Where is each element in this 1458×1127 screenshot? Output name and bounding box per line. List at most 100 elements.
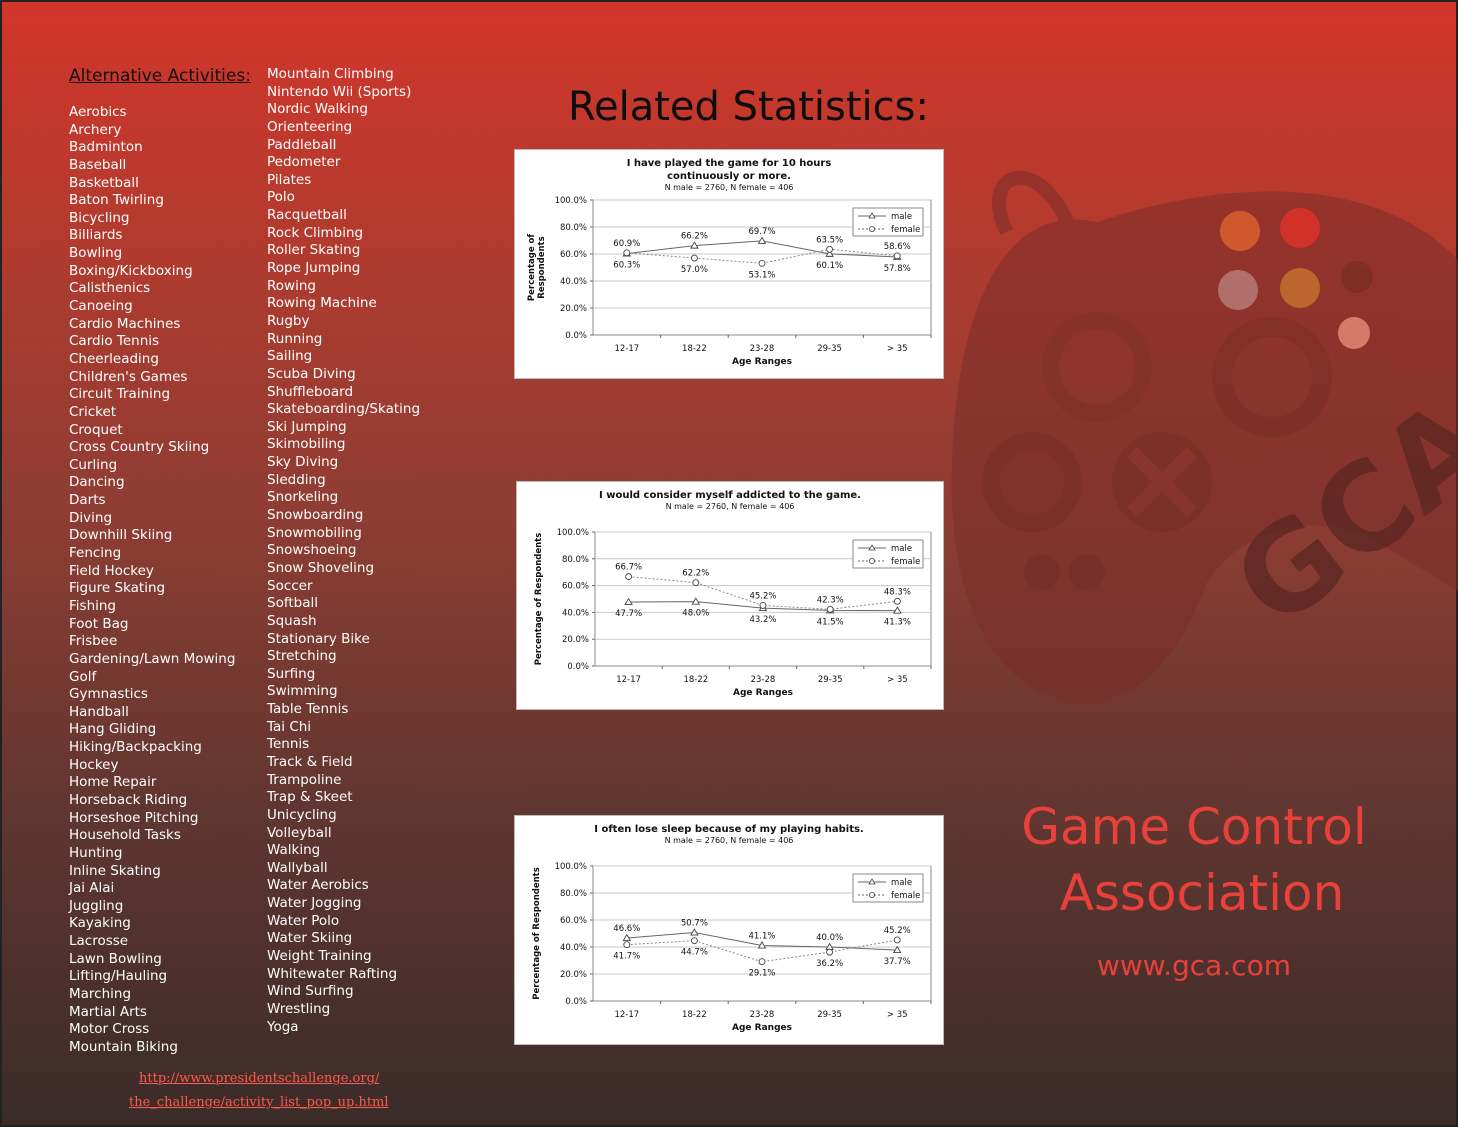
activity-item: Skimobiling bbox=[267, 436, 346, 453]
series-line-female bbox=[626, 939, 898, 963]
activity-item: Darts bbox=[69, 492, 106, 509]
y-tick-label: 100.0% bbox=[555, 196, 587, 206]
data-point-male bbox=[893, 606, 902, 614]
activity-item: Juggling bbox=[69, 897, 124, 914]
activity-item: Trap & Skeet bbox=[267, 789, 353, 806]
activity-item: Foot Bag bbox=[69, 615, 129, 632]
data-point-female bbox=[758, 958, 766, 966]
activity-item: Fencing bbox=[69, 545, 122, 562]
data-point-female bbox=[623, 941, 631, 949]
activities-column-2: Mountain Climbing Nintendo Wii (Sports) No… bbox=[267, 66, 420, 1036]
y-tick-label: 100.0% bbox=[555, 862, 587, 872]
org-name-line-1: Game Control bbox=[1021, 798, 1367, 856]
chart-subtitle: N male = 2760, N female = 406 bbox=[665, 836, 794, 845]
data-point-male bbox=[690, 241, 699, 249]
activity-item: Pedometer bbox=[267, 154, 341, 171]
legend-label-male: male bbox=[891, 212, 912, 222]
activity-item: Boxing/Kickboxing bbox=[69, 262, 193, 279]
activity-item: Yoga bbox=[267, 1018, 299, 1035]
data-label-female: 36.2% bbox=[816, 959, 843, 969]
data-label-female: 58.6% bbox=[884, 242, 911, 252]
chart-title: continuously or more. bbox=[667, 171, 791, 182]
activity-item: Aerobics bbox=[69, 104, 127, 120]
stats-heading: Related Statistics: bbox=[568, 84, 929, 130]
chart-title: I often lose sleep because of my playing… bbox=[594, 824, 863, 835]
data-label-male: 43.2% bbox=[749, 615, 776, 625]
activity-item: Frisbee bbox=[69, 633, 118, 650]
activity-item: Circuit Training bbox=[69, 386, 171, 403]
activity-item: Lacrosse bbox=[69, 933, 129, 950]
activity-item: Snowshoeing bbox=[267, 542, 357, 559]
data-point-female bbox=[893, 936, 901, 944]
data-point-female bbox=[690, 254, 698, 262]
data-label-female: 45.2% bbox=[749, 591, 776, 601]
legend-marker-male bbox=[868, 878, 876, 885]
legend-label-female: female bbox=[891, 225, 920, 235]
legend-marker-female bbox=[868, 892, 875, 899]
activity-item: Croquet bbox=[69, 421, 123, 438]
legend-marker-female bbox=[868, 226, 875, 233]
data-point-female bbox=[826, 605, 834, 613]
activity-item: Rowing bbox=[267, 277, 316, 294]
activity-item: Home Repair bbox=[69, 774, 157, 791]
data-label-female: 66.7% bbox=[615, 563, 642, 573]
org-website[interactable]: www.gca.com bbox=[1096, 949, 1292, 982]
activity-item: Bowling bbox=[69, 245, 123, 262]
legend-box bbox=[852, 873, 924, 903]
activity-item: Sky Diving bbox=[267, 454, 339, 471]
source-link-line-1[interactable]: http://www.presidentschallenge.org/ bbox=[139, 1071, 380, 1086]
x-tick-label: 29-35 bbox=[817, 344, 842, 354]
activity-item: Track & Field bbox=[267, 753, 353, 770]
activity-item: Inline Skating bbox=[69, 862, 161, 879]
x-axis-label: Age Ranges bbox=[732, 357, 792, 367]
x-tick-label: 18-22 bbox=[682, 1010, 707, 1020]
data-point-female bbox=[623, 249, 631, 257]
activity-item: Nintendo Wii (Sports) bbox=[267, 83, 412, 100]
activity-item: Horseback Riding bbox=[69, 791, 188, 808]
activity-item: Wrestling bbox=[267, 1000, 331, 1017]
x-tick-label: 12-17 bbox=[614, 1010, 639, 1020]
activity-item: Fishing bbox=[69, 597, 116, 614]
activity-item: Hang Gliding bbox=[69, 721, 157, 738]
data-label-female: 45.2% bbox=[884, 926, 911, 936]
data-label-female: 44.7% bbox=[681, 948, 708, 958]
chart-title: I would consider myself addicted to the … bbox=[599, 490, 861, 501]
data-label-male: 66.2% bbox=[681, 232, 708, 242]
y-tick-label: 20.0% bbox=[560, 970, 587, 980]
activity-item: Curling bbox=[69, 456, 118, 473]
chart-addicted: I would consider myself addicted to the … bbox=[516, 481, 944, 710]
y-tick-label: 40.0% bbox=[560, 277, 587, 287]
activity-item: Diving bbox=[69, 509, 113, 526]
legend-marker-male bbox=[868, 212, 876, 219]
activity-item: Snorkeling bbox=[267, 489, 339, 506]
activity-item: Snow Shoveling bbox=[267, 559, 375, 576]
activity-item: Nordic Walking bbox=[267, 101, 368, 118]
source-link-line-2[interactable]: the_challenge/activity_list_pop_up.html bbox=[129, 1095, 389, 1110]
y-tick-label: 80.0% bbox=[562, 555, 589, 565]
activity-item: Cricket bbox=[69, 403, 117, 420]
activity-item: Paddleball bbox=[267, 136, 337, 153]
activity-item: Squash bbox=[267, 612, 317, 629]
activity-item: Cardio Machines bbox=[69, 315, 181, 332]
activity-item: Lawn Bowling bbox=[69, 950, 162, 967]
chart-subtitle: N male = 2760, N female = 406 bbox=[666, 502, 795, 511]
legend-label-male: male bbox=[891, 878, 912, 888]
y-tick-label: 60.0% bbox=[560, 250, 587, 260]
activity-item: Rowing Machine bbox=[267, 295, 377, 312]
activity-item: Roller Skating bbox=[267, 242, 361, 259]
activity-item: Water Skiing bbox=[267, 930, 353, 947]
data-label-female: 48.3% bbox=[884, 587, 911, 597]
activity-item: Hockey bbox=[69, 756, 119, 773]
activity-item: Ski Jumping bbox=[267, 418, 347, 435]
activity-item: Swimming bbox=[267, 683, 338, 700]
activity-item: Calisthenics bbox=[69, 280, 151, 297]
activity-item: Golf bbox=[69, 668, 97, 685]
y-tick-label: 60.0% bbox=[562, 582, 589, 592]
y-axis-label: Percentage of bbox=[527, 234, 537, 301]
game-controller-graphic: GCA bbox=[951, 170, 1458, 704]
activity-item: Racquetball bbox=[267, 207, 347, 224]
chart-svg: I would consider myself addicted to the … bbox=[534, 490, 932, 698]
data-label-male: 48.0% bbox=[682, 609, 709, 619]
chart-played-10-hours: I have played the game for 10 hours conti… bbox=[514, 149, 944, 379]
activity-item: Hiking/Backpacking bbox=[69, 739, 202, 756]
